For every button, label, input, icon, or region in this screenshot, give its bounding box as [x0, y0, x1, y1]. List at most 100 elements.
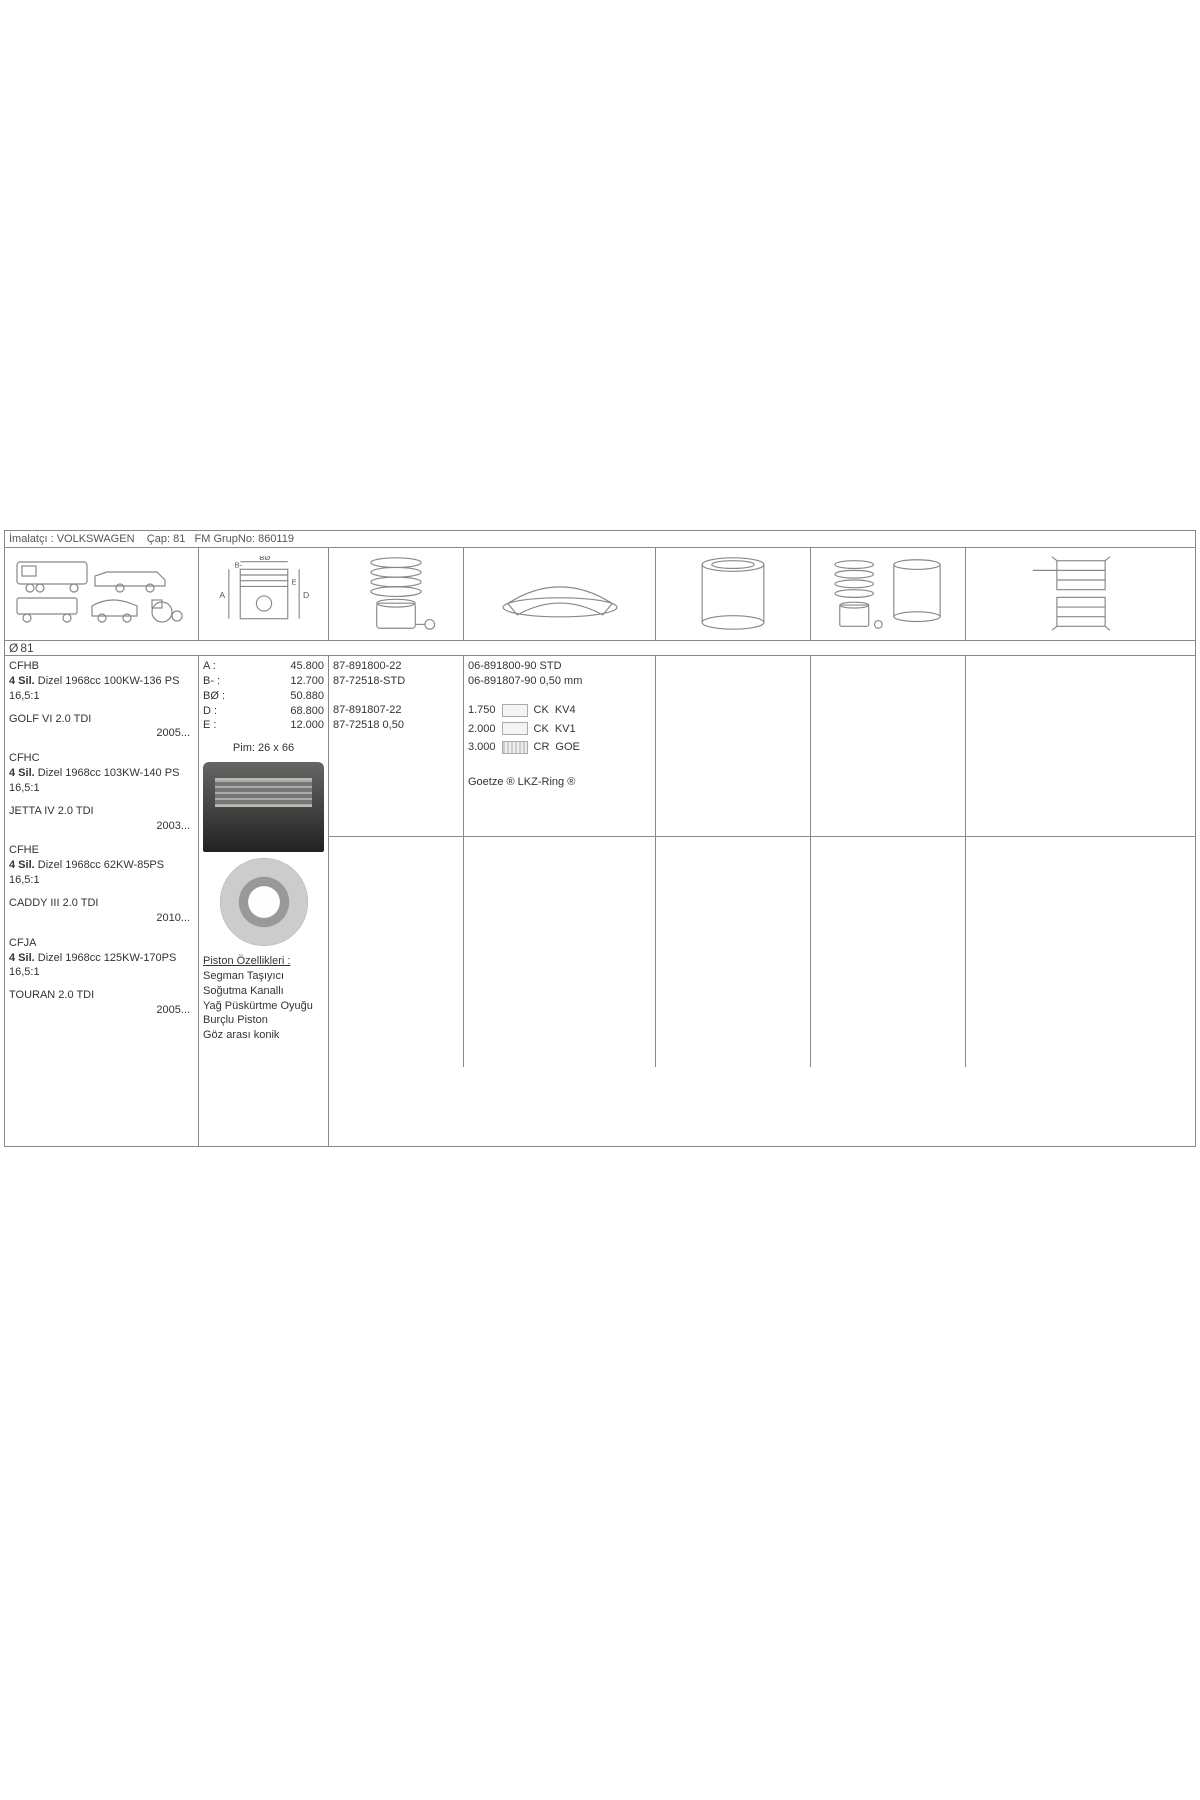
- dim-value: 50.880: [290, 689, 324, 704]
- group-label: FM GrupNo:: [195, 533, 256, 545]
- vehicles-icon: [5, 548, 199, 640]
- feature-line: Soğutma Kanallı: [203, 984, 324, 999]
- engine-spec: Dizel 1968cc 125KW-170PS 16,5:1: [9, 952, 176, 979]
- features-title: Piston Özellikleri :: [203, 954, 324, 969]
- part-number: 87-891800-22: [333, 659, 459, 674]
- empty-cell: [656, 837, 811, 1067]
- piston-diagram-icon: A D BØ E B-: [199, 548, 329, 640]
- engine-block: CFHE 4 Sil. Dizel 1968cc 62KW-85PS 16,5:…: [9, 843, 194, 925]
- empty-cell: [656, 656, 811, 836]
- dim-value: 12.700: [290, 674, 324, 689]
- ring-size: 1.750: [468, 703, 496, 718]
- group-value: 860119: [258, 533, 294, 545]
- dimensions-column: A : 45.800 B- : 12.700 BØ : 50.880 D : 68.80…: [199, 656, 329, 1146]
- ring-type: CR: [534, 740, 550, 755]
- empty-cell: [811, 656, 966, 836]
- feature-line: Segman Taşıyıcı: [203, 969, 324, 984]
- manufacturer-value: VOLKSWAGEN: [57, 533, 135, 545]
- feature-line: Yağ Püskürtme Oyuğu: [203, 999, 324, 1014]
- cylinder-count: 4 Sil.: [9, 952, 35, 964]
- cap-value: 81: [173, 533, 185, 545]
- dim-label: BØ :: [203, 689, 233, 704]
- ring-profile-icon: [502, 704, 528, 717]
- manufacturer-label: İmalatçı :: [9, 533, 54, 545]
- diameter-section: Ø 81: [5, 641, 1195, 656]
- ring-brand: Goetze ® LKZ-Ring ®: [468, 775, 651, 790]
- year-range: 2003...: [9, 819, 194, 834]
- piston-rings-icon: [329, 548, 464, 640]
- engine-code: CFHB: [9, 659, 194, 674]
- year-range: 2010...: [9, 911, 194, 926]
- ring-type: CK: [534, 703, 549, 718]
- category-icon-row: A D BØ E B-: [5, 548, 1195, 641]
- vehicle-model: JETTA IV 2.0 TDI: [9, 804, 194, 819]
- year-range: 2005...: [9, 726, 194, 741]
- dim-value: 68.800: [290, 704, 324, 719]
- dim-label: D :: [203, 704, 233, 719]
- part-number: 87-72518 0,50: [333, 718, 459, 733]
- cap-label: Çap:: [147, 533, 170, 545]
- empty-cell: [966, 656, 1195, 836]
- engine-spec: Dizel 1968cc 100KW-136 PS 16,5:1: [9, 675, 179, 702]
- empty-cell: [464, 837, 656, 1067]
- ring-sub: KV4: [555, 703, 576, 718]
- pim-label: Pim:: [233, 742, 255, 754]
- cylinder-count: 4 Sil.: [9, 675, 35, 687]
- ring-spec-row: 1.750 CK KV4: [468, 703, 651, 718]
- engine-block: CFHB 4 Sil. Dizel 1968cc 100KW-136 PS 16…: [9, 659, 194, 741]
- part-number: 87-72518-STD: [333, 674, 459, 689]
- piston-parts-column: 87-891800-22 87-72518-STD 87-891807-22 8…: [329, 656, 464, 836]
- engine-block: CFJA 4 Sil. Dizel 1968cc 125KW-170PS 16,…: [9, 936, 194, 1018]
- svg-text:D: D: [302, 590, 308, 600]
- ring-spec-row: 2.000 CK KV1: [468, 722, 651, 737]
- ring-profile-icon: [502, 741, 528, 754]
- empty-cell: [811, 837, 966, 1067]
- engine-code: CFJA: [9, 936, 194, 951]
- bearing-shell-icon: [464, 548, 656, 640]
- dim-value: 45.800: [290, 659, 324, 674]
- ring-sub: GOE: [555, 740, 579, 755]
- cylinder-count: 4 Sil.: [9, 767, 35, 779]
- svg-text:A: A: [219, 590, 225, 600]
- feature-line: Burçlu Piston: [203, 1013, 324, 1028]
- liner-icon: [656, 548, 811, 640]
- table-header: İmalatçı : VOLKSWAGEN Çap: 81 FM GrupNo:…: [5, 531, 1195, 548]
- dim-label: B- :: [203, 674, 233, 689]
- svg-text:B-: B-: [234, 560, 242, 569]
- svg-text:BØ: BØ: [259, 556, 270, 562]
- piston-photo-side: [203, 762, 324, 852]
- diameter-icon: Ø: [9, 641, 18, 655]
- dim-label: E :: [203, 718, 233, 733]
- cylinder-count: 4 Sil.: [9, 859, 35, 871]
- ring-sub: KV1: [555, 722, 576, 737]
- empty-lower-row: [329, 836, 1195, 1067]
- part-number: 87-891807-22: [333, 703, 459, 718]
- vehicle-model: CADDY III 2.0 TDI: [9, 896, 194, 911]
- pim-value: 26 x 66: [258, 742, 294, 754]
- ring-kit-number: 06-891807-90 0,50 mm: [468, 674, 651, 689]
- empty-cell: [329, 837, 464, 1067]
- svg-text:E: E: [291, 578, 296, 587]
- piston-photo-top: [220, 858, 308, 946]
- engines-column: CFHB 4 Sil. Dizel 1968cc 100KW-136 PS 16…: [5, 656, 199, 1146]
- ring-size: 2.000: [468, 722, 496, 737]
- dim-value: 12.000: [290, 718, 324, 733]
- diameter-value: 81: [20, 641, 33, 655]
- dim-label: A :: [203, 659, 233, 674]
- engine-code: CFHC: [9, 751, 194, 766]
- catalog-table: İmalatçı : VOLKSWAGEN Çap: 81 FM GrupNo:…: [4, 530, 1196, 1147]
- ring-profile-icon: [502, 722, 528, 735]
- ring-kit-column: 06-891800-90 STD 06-891807-90 0,50 mm 1.…: [464, 656, 656, 836]
- empty-cell: [966, 837, 1195, 1067]
- block-icon: [966, 548, 1195, 640]
- data-row: CFHB 4 Sil. Dizel 1968cc 100KW-136 PS 16…: [5, 656, 1195, 1146]
- ring-kit-number: 06-891800-90 STD: [468, 659, 651, 674]
- engine-code: CFHE: [9, 843, 194, 858]
- vehicle-model: TOURAN 2.0 TDI: [9, 988, 194, 1003]
- ring-type: CK: [534, 722, 549, 737]
- ring-size: 3.000: [468, 740, 496, 755]
- ring-spec-row: 3.000 CR GOE: [468, 740, 651, 755]
- engine-spec: Dizel 1968cc 103KW-140 PS 16,5:1: [9, 767, 179, 794]
- year-range: 2005...: [9, 1003, 194, 1018]
- kit-icon: [811, 548, 966, 640]
